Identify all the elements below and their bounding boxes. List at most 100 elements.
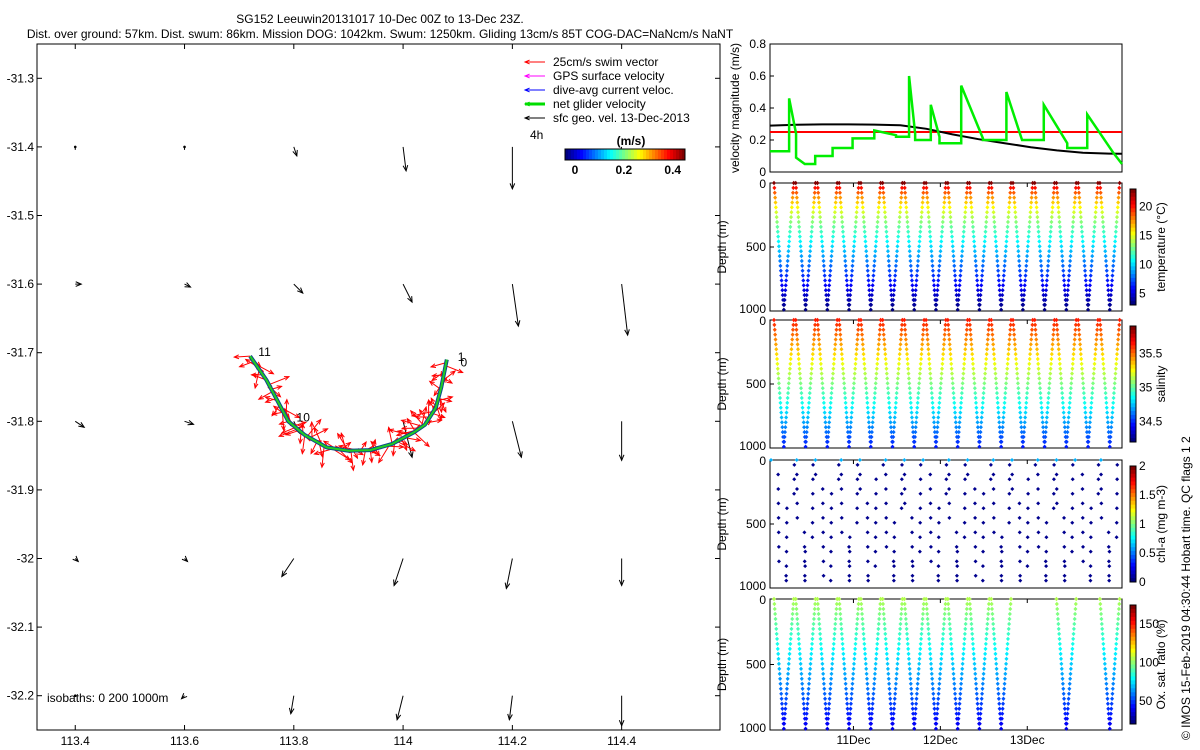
profile-point-ox [834, 606, 839, 612]
profile-point-sal [822, 405, 827, 410]
profile-point-ox [893, 691, 898, 696]
profile-colorbar-segment [1130, 547, 1136, 552]
profile-point-sal [982, 381, 987, 386]
profile-colorbar-segment [1130, 512, 1136, 517]
profile-point-temp [837, 185, 842, 191]
profile-point-temp [873, 249, 878, 254]
profile-point-sal [1108, 429, 1113, 435]
profile-point-temp [848, 288, 853, 293]
profile-point-ox [919, 631, 924, 637]
profile-point-temp [1065, 288, 1070, 293]
profile-point-ox [864, 666, 869, 672]
profile-point-temp [866, 283, 871, 288]
profile-point-sal [829, 386, 834, 391]
chl-point [981, 549, 986, 554]
chl-point [792, 462, 797, 467]
profile-point-ox [831, 646, 836, 652]
profile-point-temp [919, 219, 924, 225]
profile-point-temp [1114, 214, 1119, 220]
colorbar-segment [598, 149, 602, 160]
profile-point-temp [977, 307, 982, 312]
profile-point-ox [898, 621, 903, 627]
profile-point-temp [821, 258, 826, 264]
profile-point-temp [1020, 307, 1025, 312]
profile-point-ox [788, 636, 793, 642]
profile-colorbar-segment [1130, 636, 1136, 642]
profile-point-ox [824, 711, 829, 716]
profile-point-temp [924, 180, 929, 186]
colorbar-segment [649, 149, 653, 160]
profile-point-sal [776, 376, 781, 381]
swim-vector [411, 410, 434, 417]
profile-point-sal [1088, 415, 1093, 420]
profile-point-sal [895, 386, 900, 391]
swim-vector-head [251, 374, 258, 379]
legend-swatch-head [523, 87, 530, 93]
profile-point-temp [1016, 249, 1021, 254]
chl-point [866, 578, 871, 583]
profile-point-temp [905, 219, 910, 225]
profile-point-sal [1026, 371, 1031, 376]
profile-point-ox [953, 691, 958, 696]
profile-point-ox [975, 696, 980, 701]
profile-point-ox [885, 661, 890, 667]
profile-point-ox [834, 611, 839, 617]
profile-point-ox [1113, 651, 1118, 657]
profile-point-temp [855, 200, 860, 205]
profile-point-temp [898, 200, 903, 205]
chl-point [1051, 477, 1056, 482]
profile-point-temp [805, 288, 810, 293]
profile-point-temp [1094, 200, 1099, 205]
profile-point-temp [1008, 185, 1013, 191]
profile-point-temp [797, 234, 802, 239]
profile-point-temp [845, 292, 850, 298]
profile-colorbar-segment [1130, 353, 1136, 358]
geo-velocity-arrow [402, 283, 413, 303]
profile-point-temp [946, 185, 951, 191]
profile-colorbar-segment [1130, 391, 1136, 397]
profile-y-tick-label: 1000 [739, 439, 766, 453]
profile-point-temp [1056, 205, 1061, 210]
profile-point-sal [952, 400, 957, 406]
profile-point-ox [798, 656, 803, 662]
profile-point-sal [1019, 429, 1024, 435]
profile-colorbar-label: chl-a (mg m-3) [1154, 485, 1168, 563]
profile-point-temp [903, 190, 908, 195]
profile-point-sal [1036, 366, 1041, 371]
profile-point-sal [1081, 390, 1086, 396]
chl-point [776, 486, 781, 491]
profile-point-temp [1063, 292, 1068, 298]
profile-point-sal [1033, 332, 1038, 337]
profile-point-ox [861, 631, 866, 637]
profile-point-temp [1046, 253, 1051, 259]
profile-point-sal [1073, 322, 1078, 328]
profile-point-temp [786, 253, 791, 259]
profile-point-ox [992, 641, 997, 647]
profile-y-tick-label: 500 [746, 517, 766, 531]
profile-point-ox [874, 646, 879, 652]
chl-point [1114, 491, 1119, 496]
profile-point-ox [842, 661, 847, 667]
chl-point [873, 535, 878, 540]
profile-point-temp [943, 185, 948, 191]
profile-point-temp [969, 200, 974, 205]
profile-point-temp [797, 229, 802, 234]
profile-point-temp [1102, 234, 1107, 239]
profile-point-sal [937, 400, 942, 406]
profile-point-sal [1024, 395, 1029, 401]
profile-point-sal [957, 415, 962, 420]
profile-point-sal [1111, 395, 1116, 401]
profile-point-ox [949, 646, 954, 652]
profile-point-sal [1111, 390, 1116, 396]
chl-point [1107, 573, 1112, 578]
profile-point-sal [1090, 386, 1095, 391]
profile-colorbar-segment [1130, 407, 1136, 412]
chl-point [999, 549, 1004, 554]
profile-point-temp [844, 278, 849, 283]
profile-point-sal [1098, 322, 1103, 328]
profile-point-ox [964, 616, 969, 622]
profile-point-temp [1039, 273, 1044, 278]
profile-point-ox [1107, 726, 1112, 731]
profile-point-ox [884, 641, 889, 647]
profile-point-temp [1094, 205, 1099, 210]
